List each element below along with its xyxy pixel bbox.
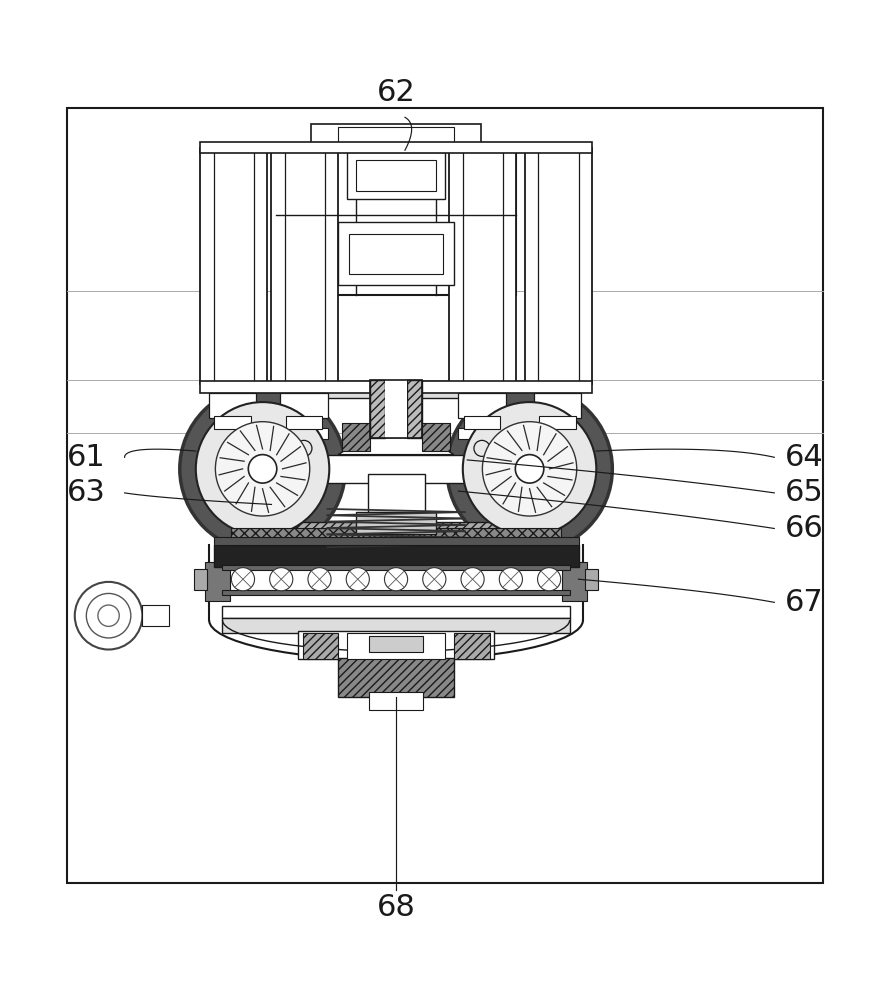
Bar — [347, 633, 445, 659]
Bar — [222, 618, 570, 633]
Bar — [209, 428, 256, 439]
Bar — [142, 605, 169, 626]
Bar — [369, 692, 423, 710]
Bar — [525, 148, 592, 384]
Bar — [286, 416, 322, 429]
Bar — [305, 531, 487, 544]
Polygon shape — [338, 438, 454, 455]
Bar — [539, 416, 576, 429]
Bar — [370, 380, 422, 438]
Bar — [562, 562, 587, 601]
Text: 62: 62 — [376, 78, 416, 107]
Bar — [342, 423, 370, 451]
Bar — [200, 142, 592, 153]
Bar — [303, 633, 338, 659]
Circle shape — [215, 422, 310, 516]
Text: 65: 65 — [784, 478, 823, 507]
Circle shape — [308, 568, 331, 591]
Bar — [338, 127, 454, 143]
Circle shape — [463, 402, 596, 536]
Bar — [384, 380, 408, 438]
Bar — [312, 124, 481, 148]
Bar — [222, 590, 570, 595]
Bar — [467, 531, 487, 544]
Bar — [349, 234, 443, 274]
Bar — [408, 380, 422, 438]
Bar — [338, 222, 454, 285]
Circle shape — [482, 422, 577, 516]
Bar — [356, 512, 436, 534]
Bar — [276, 148, 516, 295]
Circle shape — [461, 568, 484, 591]
Bar — [298, 631, 494, 659]
Bar — [449, 148, 516, 384]
Text: 68: 68 — [376, 893, 416, 922]
Circle shape — [98, 605, 119, 626]
Bar — [280, 428, 328, 439]
Text: 66: 66 — [784, 514, 823, 543]
Bar — [534, 428, 581, 439]
Bar — [231, 528, 561, 544]
Bar — [454, 633, 490, 659]
Circle shape — [270, 568, 293, 591]
Circle shape — [231, 568, 255, 591]
Text: 63: 63 — [67, 478, 106, 507]
Circle shape — [499, 568, 522, 591]
Bar — [458, 428, 506, 439]
Bar — [534, 393, 581, 418]
Circle shape — [196, 402, 329, 536]
Bar — [458, 393, 506, 418]
Bar — [214, 544, 578, 567]
Bar — [422, 423, 450, 451]
Bar — [214, 537, 578, 544]
Circle shape — [75, 582, 142, 650]
Circle shape — [346, 568, 369, 591]
Bar — [222, 606, 570, 618]
Bar — [214, 416, 251, 429]
Bar — [67, 108, 823, 883]
Bar — [370, 380, 384, 438]
Text: 61: 61 — [67, 443, 106, 472]
Bar — [296, 522, 496, 544]
Bar — [585, 569, 598, 590]
Bar — [368, 474, 425, 512]
Circle shape — [384, 568, 408, 591]
Circle shape — [515, 455, 544, 483]
Bar — [369, 636, 423, 652]
Bar — [209, 393, 256, 418]
Circle shape — [447, 386, 612, 552]
Circle shape — [423, 568, 446, 591]
Bar — [305, 531, 325, 544]
Bar — [280, 393, 328, 418]
Bar — [205, 562, 230, 601]
Bar — [222, 565, 570, 570]
Bar — [316, 382, 476, 398]
Bar — [200, 148, 267, 384]
Bar — [356, 160, 436, 191]
Text: 64: 64 — [784, 443, 823, 472]
Text: 67: 67 — [784, 588, 823, 617]
Bar — [200, 381, 592, 393]
Circle shape — [86, 593, 131, 638]
Bar — [338, 658, 454, 697]
Circle shape — [180, 386, 345, 552]
Circle shape — [538, 568, 561, 591]
Bar — [271, 148, 338, 384]
Circle shape — [248, 455, 277, 483]
Bar — [194, 569, 207, 590]
Bar — [320, 455, 472, 483]
Bar — [464, 416, 500, 429]
Bar — [347, 152, 445, 199]
